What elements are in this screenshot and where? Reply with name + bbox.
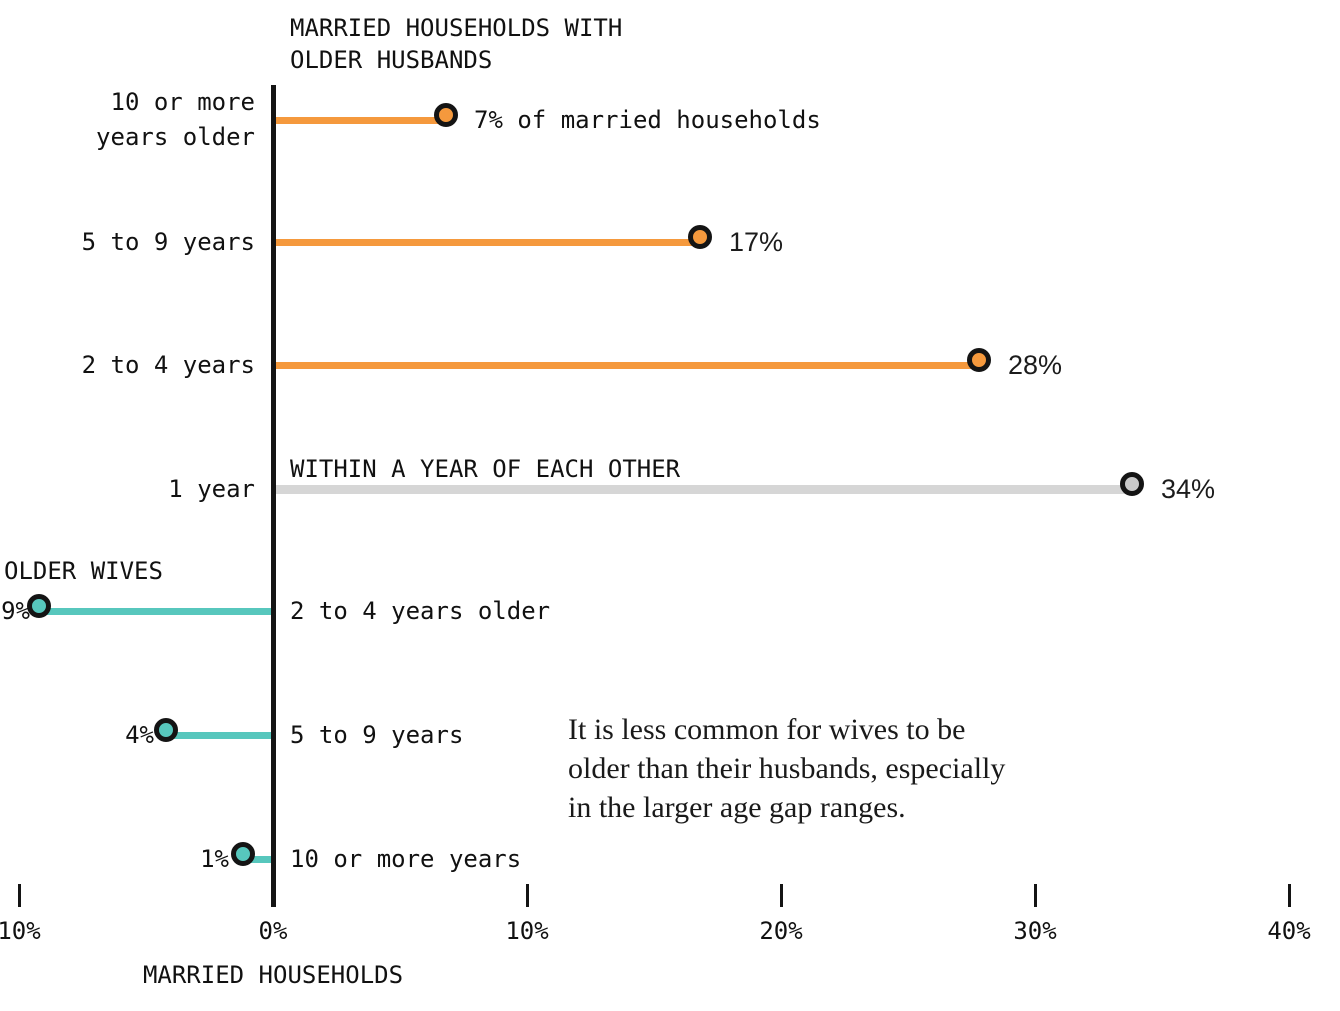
value-label-wife-10plus: 1% [200,845,229,873]
lollipop-dot-within-1year [1120,472,1144,496]
x-tick-20 [780,884,783,907]
value-label-wife-5to9: 4% [125,721,154,749]
x-tick-10 [526,884,529,907]
lollipop-dot-wife-2to4 [27,594,51,618]
zero-axis-line [271,85,276,907]
value-label-wife-2to4: 9% [1,597,30,625]
x-tick-label-0: 0% [258,917,288,945]
category-label-wife-2to4: 2 to 4 years older [290,597,551,625]
x-axis-title: MARRIED HOUSEHOLDS [142,961,404,989]
x-tick-label-20: 20% [759,917,803,945]
x-tick-30 [1034,884,1037,907]
x-tick-label-40: 40% [1267,917,1311,945]
lollipop-stem-husband-5to9 [273,239,705,246]
lollipop-stem-wife-5to9 [171,732,273,739]
category-label-husband-5to9: 5 to 9 years [81,228,255,256]
category-label-husband-2to4: 2 to 4 years [81,351,255,379]
chart-title: MARRIED HOUSEHOLDS WITH OLDER HUSBANDS [290,12,622,76]
lollipop-dot-wife-10plus [231,842,255,866]
x-tick-neg10 [18,884,21,907]
lollipop-dot-wife-5to9 [154,718,178,742]
value-label-within-1year: 34% [1161,474,1216,504]
category-label-within-1year: 1 year [168,475,255,503]
lollipop-dot-husband-10plus [434,103,458,127]
lollipop-dot-husband-5to9 [688,225,712,249]
chart-title-line1: MARRIED HOUSEHOLDS WITH [290,14,623,42]
lollipop-stem-husband-2to4 [273,362,984,369]
value-label-husband-5to9: 17% [729,227,784,257]
lollipop-dot-husband-2to4 [967,348,991,372]
lollipop-stem-wife-2to4 [44,608,273,615]
chart-annotation: It is less common for wives to be older … [568,713,1006,824]
lollipop-stem-within-1year [273,485,1137,494]
x-tick-40 [1288,884,1291,907]
category-label-wife-5to9: 5 to 9 years [290,721,464,749]
older-wives-header: OLDER WIVES [4,557,163,585]
x-tick-label-10: 10% [505,917,549,945]
value-label-husband-10plus: 7% of married households [474,106,821,134]
lollipop-stem-husband-10plus [273,117,451,124]
x-tick-label-30: 30% [1013,917,1057,945]
category-label-wife-10plus: 10 or more years [290,845,522,873]
category-label-husband-10plus: 10 or more years older [96,88,255,151]
lollipop-stem-wife-10plus [248,856,273,863]
value-label-husband-2to4: 28% [1008,350,1063,380]
within-year-annotation: WITHIN A YEAR OF EACH OTHER [290,455,681,483]
x-tick-label-neg10: 10% [0,917,41,945]
chart-title-line2: OLDER HUSBANDS [290,46,493,74]
